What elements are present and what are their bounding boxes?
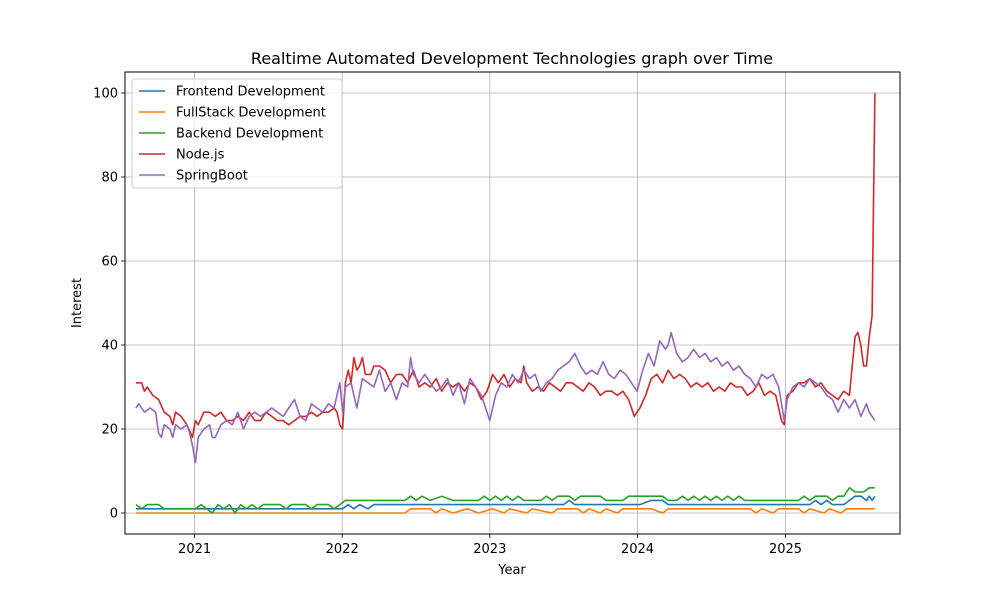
chart-title: Realtime Automated Development Technolog… <box>251 49 773 68</box>
grid <box>125 72 900 534</box>
y-tick-label: 80 <box>101 171 118 186</box>
x-tick-label: 2025 <box>769 542 802 557</box>
series-line-frontend-development <box>135 495 876 510</box>
legend-label: Frontend Development <box>176 85 325 100</box>
legend-label: Backend Development <box>176 127 323 142</box>
y-tick-label: 100 <box>93 87 118 102</box>
y-axis-label: Interest <box>70 278 85 328</box>
y-axis: 0 20 40 60 80 100 <box>93 87 125 522</box>
x-axis: 2021 2022 2023 2024 2025 <box>178 534 802 557</box>
legend-label: Node.js <box>176 148 225 163</box>
x-axis-label: Year <box>497 563 526 578</box>
plot-area-frame <box>124 71 901 535</box>
x-tick-label: 2022 <box>326 542 359 557</box>
y-tick-label: 40 <box>101 339 118 354</box>
series-line-node-js <box>135 92 876 439</box>
series-line-springboot <box>135 331 876 464</box>
legend: Frontend Development FullStack Developmen… <box>131 78 343 189</box>
series-lines <box>135 92 876 514</box>
x-tick-label: 2023 <box>473 542 506 557</box>
legend-label: FullStack Development <box>176 106 326 121</box>
y-tick-label: 60 <box>101 255 118 270</box>
series-line-fullstack-development <box>135 507 875 514</box>
legend-box <box>131 78 343 189</box>
y-tick-label: 20 <box>101 423 118 438</box>
x-tick-label: 2021 <box>178 542 211 557</box>
y-tick-label: 0 <box>110 507 118 522</box>
legend-label: SpringBoot <box>176 169 248 184</box>
series-line-backend-development <box>135 486 875 514</box>
x-tick-label: 2024 <box>621 542 654 557</box>
